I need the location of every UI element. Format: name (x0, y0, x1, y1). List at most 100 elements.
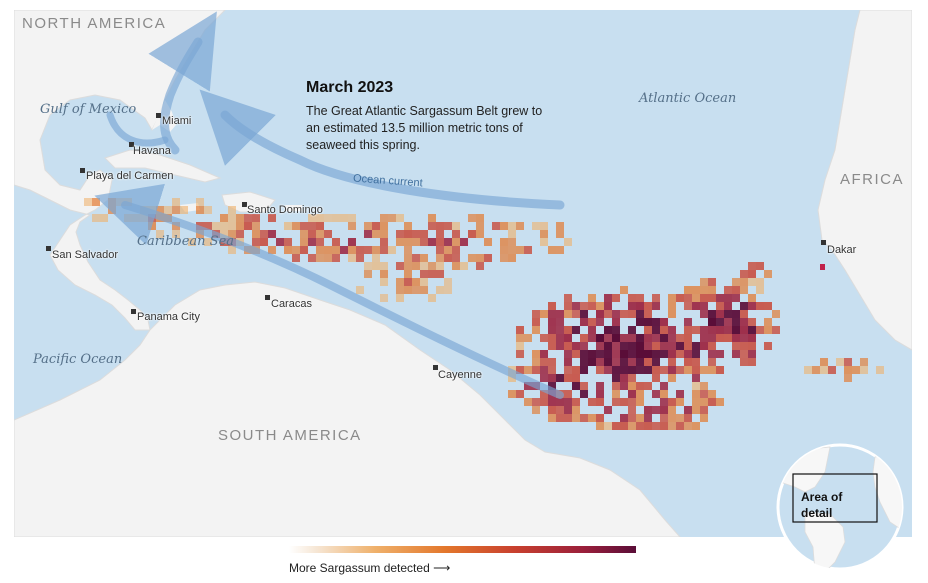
sargassum-cell (652, 342, 660, 350)
sargassum-cell (532, 398, 540, 406)
sargassum-cell (652, 318, 660, 326)
sargassum-cell (700, 278, 708, 286)
sargassum-cell (644, 358, 652, 366)
sargassum-cell (644, 406, 652, 414)
sargassum-cell (644, 302, 652, 310)
sargassum-cell (596, 422, 604, 430)
sargassum-cell (628, 390, 636, 398)
sargassum-cell (500, 222, 508, 230)
sargassum-cell (484, 254, 492, 262)
sargassum-cell (540, 350, 548, 358)
sargassum-cell (756, 302, 764, 310)
sargassum-cell (396, 294, 404, 302)
sargassum-cell (668, 358, 676, 366)
sargassum-cell (412, 262, 420, 270)
sargassum-cell (356, 286, 364, 294)
sargassum-cell (476, 214, 484, 222)
sargassum-cell (452, 222, 460, 230)
sargassum-cell (380, 294, 388, 302)
sargassum-cell (556, 230, 564, 238)
sargassum-cell (724, 318, 732, 326)
sargassum-cell (556, 334, 564, 342)
sargassum-cell (684, 366, 692, 374)
sargassum-cell (700, 286, 708, 294)
sargassum-cell (684, 326, 692, 334)
sargassum-cell (636, 398, 644, 406)
sargassum-cell (604, 302, 612, 310)
sargassum-cell (604, 366, 612, 374)
sargassum-cell (732, 294, 740, 302)
sargassum-cell (516, 326, 524, 334)
sargassum-cell (668, 302, 676, 310)
sargassum-cell (228, 246, 236, 254)
sargassum-cell (532, 222, 540, 230)
sargassum-cell (468, 214, 476, 222)
sargassum-cell (604, 422, 612, 430)
sargassum-cell (556, 326, 564, 334)
sargassum-cell (428, 270, 436, 278)
sargassum-cell (676, 350, 684, 358)
sargassum-cell (612, 350, 620, 358)
sargassum-cell (236, 230, 244, 238)
sargassum-cell (652, 294, 660, 302)
sargassum-cell (748, 278, 756, 286)
sargassum-cell (716, 310, 724, 318)
sargassum-cell (660, 390, 668, 398)
sargassum-cell (620, 358, 628, 366)
sargassum-cell (620, 422, 628, 430)
sargassum-cell (684, 414, 692, 422)
sargassum-cell (404, 238, 412, 246)
sargassum-cell (700, 326, 708, 334)
sargassum-cell (516, 350, 524, 358)
sargassum-cell (364, 262, 372, 270)
sargassum-cell (284, 246, 292, 254)
sargassum-cell (548, 406, 556, 414)
sargassum-cell (372, 230, 380, 238)
sargassum-cell (620, 310, 628, 318)
sargassum-cell (356, 254, 364, 262)
sargassum-cell (628, 398, 636, 406)
sargassum-cell (372, 246, 380, 254)
city-marker-santo-domingo (242, 202, 247, 207)
sargassum-cell (580, 342, 588, 350)
sargassum-cell (252, 222, 260, 230)
sargassum-cell (740, 270, 748, 278)
sargassum-cell (644, 382, 652, 390)
sargassum-cell (148, 222, 156, 230)
sargassum-cell (572, 342, 580, 350)
sargassum-cell (548, 302, 556, 310)
sargassum-cell (308, 238, 316, 246)
sargassum-cell (196, 198, 204, 206)
sargassum-cell (660, 422, 668, 430)
sargassum-cell (580, 350, 588, 358)
sargassum-cell (700, 382, 708, 390)
sargassum-cell (596, 390, 604, 398)
sargassum-cell (612, 382, 620, 390)
sargassum-cell (764, 270, 772, 278)
puerto-rico-land (285, 205, 302, 211)
sargassum-cell (524, 366, 532, 374)
sargassum-cell (412, 254, 420, 262)
city-label-miami: Miami (162, 115, 192, 127)
sargassum-cell (652, 366, 660, 374)
sargassum-cell (396, 238, 404, 246)
sargassum-cell (692, 398, 700, 406)
locator-area-box (792, 473, 878, 523)
sargassum-cell (332, 246, 340, 254)
sargassum-cell (556, 246, 564, 254)
legend-label: More Sargassum detected ⟶ (289, 561, 451, 575)
sargassum-cell (428, 222, 436, 230)
sargassum-cell (740, 342, 748, 350)
sargassum-cell (564, 326, 572, 334)
city-marker-miami (156, 113, 161, 118)
sargassum-cell (604, 326, 612, 334)
sargassum-cell (428, 262, 436, 270)
sargassum-cell (508, 222, 516, 230)
sargassum-cell (364, 246, 372, 254)
sargassum-cell (540, 310, 548, 318)
sargassum-cell (532, 318, 540, 326)
sargassum-cell (740, 318, 748, 326)
sargassum-cell (588, 318, 596, 326)
sargassum-cell (316, 238, 324, 246)
